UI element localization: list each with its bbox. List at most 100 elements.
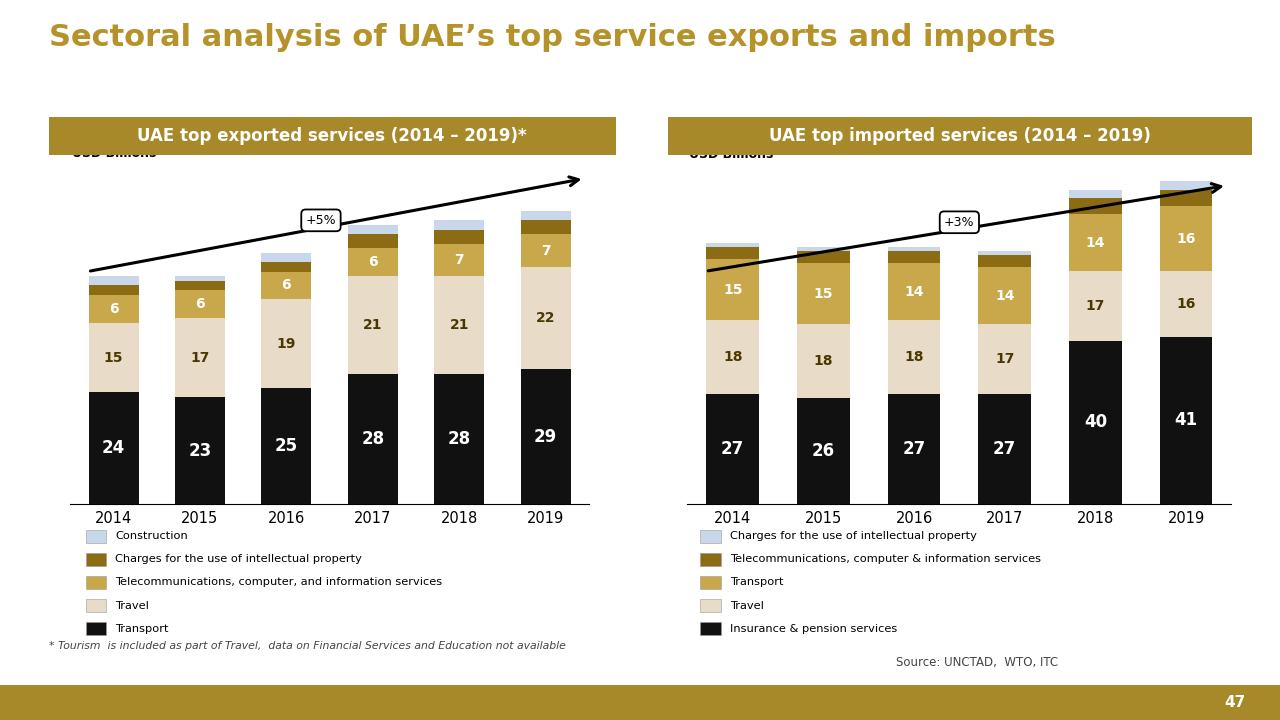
Bar — [797, 398, 850, 504]
Text: 15: 15 — [723, 283, 742, 297]
Bar — [707, 243, 759, 247]
Bar — [1069, 271, 1121, 341]
Text: 16: 16 — [1176, 297, 1196, 311]
Bar — [888, 320, 941, 394]
Bar — [88, 285, 138, 294]
Text: USD Billions: USD Billions — [72, 147, 156, 160]
Text: 19: 19 — [276, 336, 296, 351]
Bar — [1069, 198, 1121, 214]
Bar — [88, 392, 138, 504]
Text: 22: 22 — [536, 311, 556, 325]
Text: 16: 16 — [1176, 232, 1196, 246]
Text: 14: 14 — [904, 284, 924, 299]
Bar — [1160, 337, 1212, 504]
Text: 6: 6 — [282, 279, 292, 292]
Bar — [175, 290, 225, 318]
Bar — [88, 276, 138, 285]
Text: Transport: Transport — [115, 624, 169, 634]
Bar — [175, 276, 225, 281]
Text: 18: 18 — [814, 354, 833, 368]
Text: 14: 14 — [995, 289, 1015, 303]
Text: 27: 27 — [902, 440, 925, 458]
Bar — [261, 388, 311, 504]
Text: 29: 29 — [534, 428, 557, 446]
Bar — [434, 243, 484, 276]
Text: Sectoral analysis of UAE’s top service exports and imports: Sectoral analysis of UAE’s top service e… — [49, 23, 1056, 52]
Text: 14: 14 — [1085, 235, 1105, 250]
Bar — [888, 263, 941, 320]
Text: 28: 28 — [361, 430, 384, 448]
Text: Insurance & pension services: Insurance & pension services — [730, 624, 897, 634]
Bar — [888, 394, 941, 504]
Bar — [88, 323, 138, 392]
Text: Charges for the use of intellectual property: Charges for the use of intellectual prop… — [730, 531, 977, 541]
Bar — [521, 234, 571, 267]
Text: 17: 17 — [1085, 299, 1105, 313]
Bar — [521, 220, 571, 234]
Bar — [707, 394, 759, 504]
Text: 18: 18 — [904, 350, 924, 364]
Text: 18: 18 — [723, 350, 742, 364]
Bar — [348, 234, 398, 248]
Text: 28: 28 — [448, 430, 471, 448]
Bar — [348, 276, 398, 374]
Bar — [888, 251, 941, 263]
Text: 27: 27 — [721, 440, 744, 458]
Bar — [348, 248, 398, 276]
Bar — [261, 253, 311, 262]
Text: Construction: Construction — [115, 531, 188, 541]
Text: 27: 27 — [993, 440, 1016, 458]
Bar — [88, 294, 138, 323]
Text: 25: 25 — [275, 437, 298, 455]
Bar — [434, 276, 484, 374]
Text: 15: 15 — [104, 351, 123, 364]
Text: 17: 17 — [995, 352, 1014, 366]
Text: USD Billions: USD Billions — [689, 148, 773, 161]
Bar — [1160, 181, 1212, 189]
Text: 21: 21 — [449, 318, 468, 332]
Bar — [1160, 189, 1212, 206]
Text: 6: 6 — [195, 297, 205, 311]
Bar — [978, 255, 1030, 267]
Bar — [797, 324, 850, 398]
Bar — [1069, 341, 1121, 504]
Text: Telecommunications, computer & information services: Telecommunications, computer & informati… — [730, 554, 1041, 564]
Text: 17: 17 — [191, 351, 210, 364]
Bar — [261, 262, 311, 271]
Bar — [1160, 271, 1212, 337]
Text: Telecommunications, computer, and information services: Telecommunications, computer, and inform… — [115, 577, 443, 588]
Bar — [978, 394, 1030, 504]
Bar — [348, 225, 398, 234]
Text: Source: UNCTAD,  WTO, ITC: Source: UNCTAD, WTO, ITC — [896, 656, 1059, 669]
Text: * Tourism  is included as part of Travel,  data on Financial Services and Educat: * Tourism is included as part of Travel,… — [49, 642, 566, 652]
Bar — [1069, 189, 1121, 198]
Text: 23: 23 — [188, 441, 211, 459]
Text: 15: 15 — [814, 287, 833, 301]
Text: Travel: Travel — [115, 600, 148, 611]
Text: 41: 41 — [1175, 411, 1198, 429]
Bar — [1069, 214, 1121, 271]
Text: UAE top exported services (2014 – 2019)*: UAE top exported services (2014 – 2019)* — [137, 127, 527, 145]
Text: 21: 21 — [364, 318, 383, 332]
Bar — [707, 247, 759, 259]
Bar — [521, 211, 571, 220]
Text: +3%: +3% — [945, 216, 974, 229]
Bar — [1160, 206, 1212, 271]
Bar — [978, 251, 1030, 255]
Text: 24: 24 — [102, 439, 125, 457]
Text: Transport: Transport — [730, 577, 783, 588]
Text: 6: 6 — [367, 255, 378, 269]
Bar — [521, 369, 571, 504]
Bar — [707, 320, 759, 394]
Bar — [434, 374, 484, 504]
Bar — [707, 259, 759, 320]
Text: 7: 7 — [454, 253, 465, 267]
Bar — [797, 251, 850, 263]
Bar — [261, 300, 311, 388]
Text: +5%: +5% — [306, 214, 337, 227]
Text: 40: 40 — [1084, 413, 1107, 431]
Bar — [348, 374, 398, 504]
Text: 26: 26 — [812, 442, 835, 460]
Bar — [797, 263, 850, 324]
Bar — [175, 318, 225, 397]
